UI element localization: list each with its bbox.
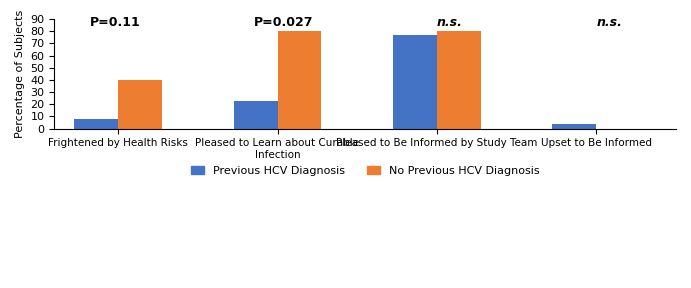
Bar [393,35,437,129]
Text: P=0.027: P=0.027 [254,16,313,29]
Legend: Previous HCV Diagnosis, No Previous HCV Diagnosis: Previous HCV Diagnosis, No Previous HCV … [186,161,545,180]
Bar [234,101,278,129]
Bar [553,124,596,129]
Text: P=0.11: P=0.11 [91,16,141,29]
Bar [118,80,162,129]
Text: n.s.: n.s. [596,16,622,29]
Text: n.s.: n.s. [437,16,463,29]
Bar [437,31,481,129]
Bar [75,119,118,129]
Y-axis label: Percentage of Subjects: Percentage of Subjects [15,10,25,138]
Bar [278,31,321,129]
